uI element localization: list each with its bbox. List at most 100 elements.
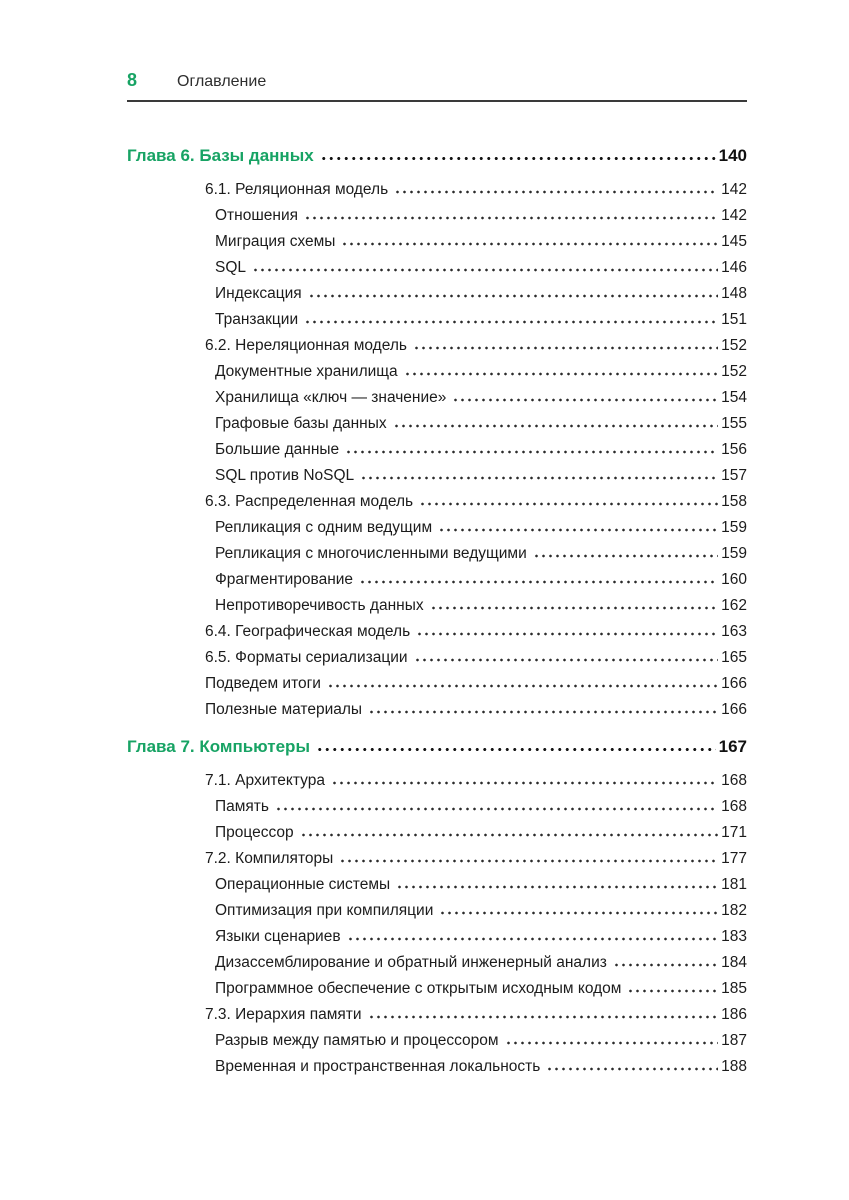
- toc-entry-row: Непротиворечивость данных 162: [127, 597, 747, 623]
- row-label: 7.1. Архитектура: [205, 772, 325, 789]
- row-page-number: 158: [721, 493, 747, 510]
- row-label: Документные хранилища: [215, 363, 398, 380]
- page-header: 8 Оглавление: [127, 70, 747, 102]
- toc-entry-row: Программное обеспечение с открытым исход…: [127, 980, 747, 1006]
- row-page-number: 166: [721, 675, 747, 692]
- toc-entry-row: Графовые базы данных 155: [127, 415, 747, 441]
- toc-chapter-row: Глава 7. Компьютеры 167: [127, 737, 747, 769]
- row-page-number: 140: [718, 146, 747, 165]
- row-label: SQL против NoSQL: [215, 467, 355, 484]
- row-label: Временная и пространственная локальность: [215, 1058, 541, 1075]
- toc-entry-row: SQL против NoSQL 157: [127, 467, 747, 493]
- dot-leader-icon: [326, 684, 719, 688]
- row-label: Репликация с многочисленными ведущими: [215, 545, 527, 562]
- row-label: Операционные системы: [215, 876, 391, 893]
- row-page-number: 167: [718, 737, 747, 756]
- toc-entry-row: Языки сценариев 183: [127, 928, 747, 954]
- row-page-number: 177: [721, 850, 747, 867]
- row-label: Репликация с одним ведущим: [215, 519, 433, 536]
- toc-entry-row: Дизассемблирование и обратный инженерный…: [127, 954, 747, 980]
- row-label: 7.3. Иерархия памяти: [205, 1006, 362, 1023]
- dot-leader-icon: [419, 502, 719, 506]
- toc-entry-row: 6.3. Распределенная модель 158: [127, 493, 747, 519]
- header-title: Оглавление: [177, 73, 267, 90]
- toc-entry-row: Миграция схемы 145: [127, 233, 747, 259]
- toc-entry-row: 6.4. Географическая модель 163: [127, 623, 747, 649]
- row-page-number: 162: [721, 597, 747, 614]
- row-label: Процессор: [215, 824, 294, 841]
- row-page-number: 183: [721, 928, 747, 945]
- page-number: 8: [127, 70, 138, 90]
- row-label: 6.1. Реляционная модель: [205, 181, 389, 198]
- dot-leader-icon: [612, 963, 719, 967]
- toc-entry-row: 7.1. Архитектура 168: [127, 772, 747, 798]
- row-label: Транзакции: [215, 311, 299, 328]
- dot-leader-icon: [532, 554, 719, 558]
- row-page-number: 151: [721, 311, 747, 328]
- toc-entry-row: Полезные материалы 166: [127, 701, 747, 727]
- row-label: Языки сценариев: [215, 928, 341, 945]
- row-page-number: 184: [721, 954, 747, 971]
- dot-leader-icon: [299, 833, 719, 837]
- dot-leader-icon: [315, 747, 716, 752]
- row-page-number: 182: [721, 902, 747, 919]
- dot-leader-icon: [627, 989, 719, 993]
- row-label: Полезные материалы: [205, 701, 363, 718]
- toc-entry-row: Подведем итоги 166: [127, 675, 747, 701]
- row-label: Глава 7. Компьютеры: [127, 737, 310, 756]
- row-label: Графовые базы данных: [215, 415, 387, 432]
- toc-entry-row: Фрагментирование 160: [127, 571, 747, 597]
- dot-leader-icon: [396, 885, 719, 889]
- dot-leader-icon: [392, 424, 719, 428]
- dot-leader-icon: [438, 528, 719, 532]
- toc: Глава 6. Базы данных 140 6.1. Реляционна…: [127, 136, 747, 1084]
- row-label: 6.3. Распределенная модель: [205, 493, 414, 510]
- toc-entry-row: Операционные системы 181: [127, 876, 747, 902]
- row-label: Фрагментирование: [215, 571, 354, 588]
- dot-leader-icon: [360, 476, 719, 480]
- row-page-number: 160: [721, 571, 747, 588]
- row-label: Дизассемблирование и обратный инженерный…: [215, 954, 607, 971]
- toc-chapter-row: Глава 6. Базы данных 140: [127, 146, 747, 178]
- row-label: SQL: [215, 259, 247, 276]
- row-label: Индексация: [215, 285, 302, 302]
- toc-entry-row: Репликация с одним ведущим 159: [127, 519, 747, 545]
- row-page-number: 181: [721, 876, 747, 893]
- row-label: Подведем итоги: [205, 675, 321, 692]
- toc-entry-row: Документные хранилища 152: [127, 363, 747, 389]
- dot-leader-icon: [346, 937, 719, 941]
- dot-leader-icon: [403, 372, 719, 376]
- row-label: Миграция схемы: [215, 233, 336, 250]
- dot-leader-icon: [394, 190, 719, 194]
- row-page-number: 146: [721, 259, 747, 276]
- row-page-number: 157: [721, 467, 747, 484]
- row-page-number: 155: [721, 415, 747, 432]
- row-page-number: 152: [721, 363, 747, 380]
- row-label: Память: [215, 798, 269, 815]
- dot-leader-icon: [452, 398, 719, 402]
- row-label: Разрыв между памятью и процессором: [215, 1032, 499, 1049]
- row-label: 6.4. Географическая модель: [205, 623, 411, 640]
- toc-entry-row: Индексация 148: [127, 285, 747, 311]
- row-label: Оптимизация при компиляции: [215, 902, 434, 919]
- row-label: Программное обеспечение с открытым исход…: [215, 980, 622, 997]
- toc-entry-row: Временная и пространственная локальность…: [127, 1058, 747, 1084]
- row-label: Большие данные: [215, 441, 340, 458]
- toc-entry-row: Память 168: [127, 798, 747, 824]
- row-page-number: 142: [721, 207, 747, 224]
- dot-leader-icon: [319, 156, 716, 161]
- toc-entry-row: 6.1. Реляционная модель 142: [127, 181, 747, 207]
- row-label: 6.2. Нереляционная модель: [205, 337, 407, 354]
- row-page-number: 166: [721, 701, 747, 718]
- toc-entry-row: 7.3. Иерархия памяти 186: [127, 1006, 747, 1032]
- dot-leader-icon: [359, 580, 719, 584]
- toc-entry-row: 6.2. Нереляционная модель 152: [127, 337, 747, 363]
- row-page-number: 142: [721, 181, 747, 198]
- row-page-number: 168: [721, 772, 747, 789]
- row-page-number: 185: [721, 980, 747, 997]
- dot-leader-icon: [307, 294, 719, 298]
- dot-leader-icon: [439, 911, 719, 915]
- row-page-number: 188: [721, 1058, 747, 1075]
- dot-leader-icon: [345, 450, 719, 454]
